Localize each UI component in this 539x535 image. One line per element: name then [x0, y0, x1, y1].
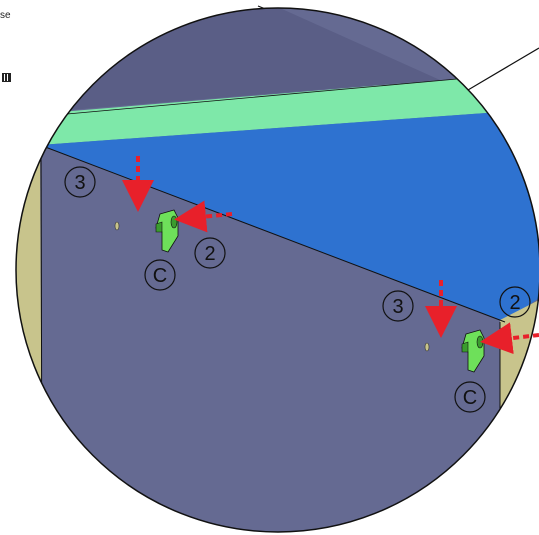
left-arrow-icon: [174, 200, 233, 233]
callout-label: C: [463, 387, 477, 409]
callout-label: 2: [509, 292, 520, 314]
corner-left-text: se: [0, 10, 11, 21]
left-arrow-icon: [480, 322, 539, 355]
callout-label: 2: [204, 243, 215, 265]
callout-part-c: C: [144, 259, 176, 291]
callout-part-c: C: [454, 381, 486, 413]
detail-circle: [15, 7, 539, 533]
strip-edge-line: [16, 77, 469, 121]
mounting-hole: [424, 342, 430, 352]
callout-step-3: 3: [64, 166, 96, 198]
panel-edge-line: [39, 144, 506, 323]
callout-label: C: [153, 265, 167, 287]
barcode-icon: [2, 73, 11, 82]
green-strip: [16, 78, 500, 150]
callout-label: 3: [74, 172, 85, 194]
callout-label: 3: [392, 296, 403, 318]
callout-step-2: 2: [499, 286, 531, 318]
blue-surface: [40, 110, 539, 322]
arrows: [122, 156, 539, 355]
callout-step-2: 2: [194, 237, 226, 269]
mounting-hole: [114, 221, 120, 231]
left-side-panel: [16, 145, 42, 532]
callout-step-3: 3: [382, 290, 414, 322]
